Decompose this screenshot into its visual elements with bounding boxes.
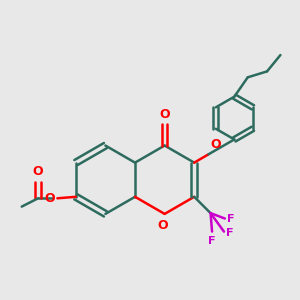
Text: O: O	[158, 219, 168, 232]
Text: F: F	[208, 236, 216, 246]
Text: F: F	[226, 228, 234, 238]
Text: O: O	[159, 108, 170, 121]
Text: F: F	[227, 214, 235, 224]
Text: O: O	[210, 138, 220, 151]
Text: O: O	[33, 165, 44, 178]
Text: O: O	[44, 192, 55, 205]
